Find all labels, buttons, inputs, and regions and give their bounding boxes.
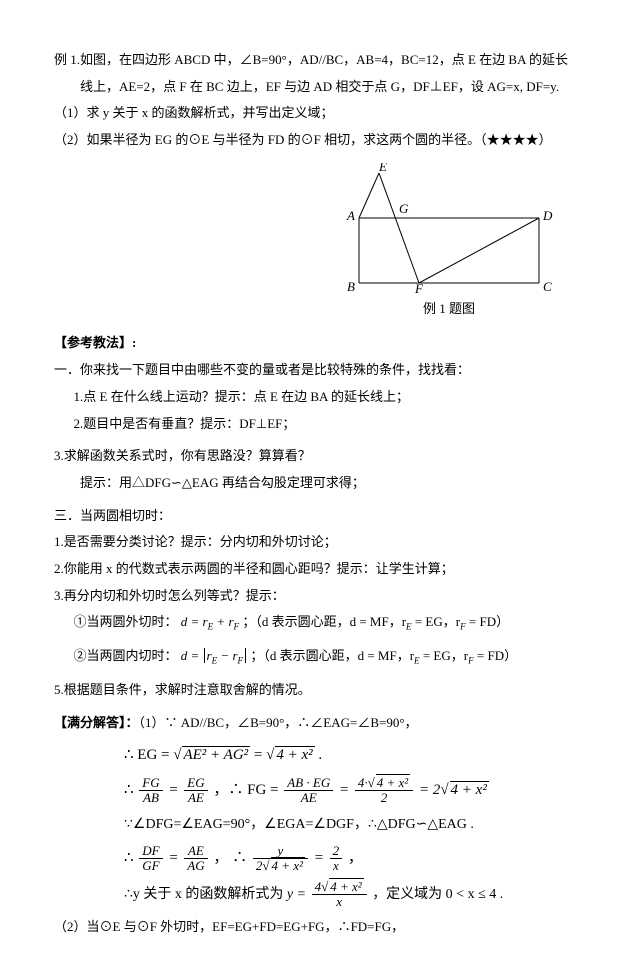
teaching-three-2: 2.你能用 x 的代数式表示两圆的半径和圆心距吗？提示：让学生计算； — [54, 557, 586, 582]
teaching-three-head: 三．当两圆相切时： — [54, 504, 586, 529]
label-A: A — [346, 208, 355, 223]
fg-equation: ∴ FGAB = EGAE ，∴ FG = AB · EGAE = 4·√4 +… — [124, 776, 586, 806]
problem-q1: （1）求 y 关于 x 的函数解析式，并写出定义域； — [54, 101, 586, 126]
case-internal: ②当两圆内切时： d = rE − rF ；（d 表示圆心距，d = MF，rE… — [54, 644, 586, 670]
label-F: F — [414, 281, 424, 293]
solution-part2: （2）当⊙E 与⊙F 外切时，EF=EG+FD=EG+FG，∴FD=FG， — [54, 915, 586, 940]
label-G: G — [399, 201, 409, 216]
label-C: C — [543, 279, 552, 293]
teaching-p3: 3.求解函数关系式时，你有思路没？算算看？ — [54, 444, 586, 469]
problem-q2: （2）如果半径为 EG 的⊙E 与半径为 FD 的⊙F 相切，求这两个圆的半径。… — [54, 128, 586, 153]
figure-caption: 例 1 题图 — [423, 297, 475, 322]
label-E: E — [378, 163, 387, 174]
solution-line1: 【满分解答】：（1）∵ AD//BC，∠B=90°，∴∠EAG=∠B=90°， — [54, 711, 586, 736]
case-external: ①当两圆外切时： d = rE + rF ；（d 表示圆心距，d = MF，rE… — [54, 610, 586, 636]
figure-container: E A G D B F C 例 1 题图 — [334, 163, 564, 322]
problem-line1: 例 1.如图，在四边形 ABCD 中，∠B=90°，AD//BC，AB=4，BC… — [54, 48, 586, 73]
problem-line2: 线上，AE=2，点 F 在 BC 边上，EF 与边 AD 相交于点 G，DF⊥E… — [54, 75, 586, 100]
label-B: B — [347, 279, 355, 293]
similar-line: ∵∠DFG=∠EAG=90°，∠EGA=∠DGF，∴△DFG∽△EAG . — [124, 812, 586, 839]
teaching-p1a: 1.点 E 在什么线上运动？提示：点 E 在边 BA 的延长线上； — [54, 385, 586, 410]
teaching-p1b: 2.题目中是否有垂直？提示：DF⊥EF； — [54, 412, 586, 437]
teaching-three-3: 3.再分内切和外切时怎么列等式？提示： — [54, 584, 586, 609]
label-D: D — [542, 208, 553, 223]
teaching-p1: 一．你来找一下题目中由哪些不变的量或者是比较特殊的条件，找找看： — [54, 358, 586, 383]
teaching-heading: 【参考教法】: — [54, 331, 586, 356]
teaching-p3-hint: 提示：用△DFG∽△EAG 再结合勾股定理可求得； — [54, 471, 586, 496]
teaching-p5: 5.根据题目条件，求解时注意取舍解的情况。 — [54, 678, 586, 703]
ratio-equation: ∴ DFGF = AEAG ， ∴ y2√4 + x² = 2x ， — [124, 844, 586, 874]
geometry-figure: E A G D B F C — [339, 163, 559, 293]
eg-equation: ∴ EG = √AE² + AG² = √4 + x² . — [124, 741, 586, 770]
teaching-three-1: 1.是否需要分类讨论？提示：分内切和外切讨论； — [54, 530, 586, 555]
